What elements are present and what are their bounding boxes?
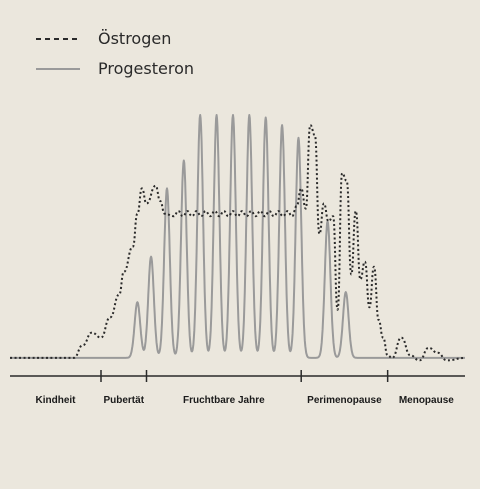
legend-label-oestrogen: Östrogen [98, 29, 171, 48]
tick-label: Kindheit [36, 395, 77, 406]
series-line-progesteron [9, 114, 466, 359]
tick-label: Menopause [399, 395, 454, 406]
tick-label: Perimenopause [307, 395, 382, 406]
tick-label: Pubertät [103, 395, 144, 406]
series-line-oestrogen [10, 124, 466, 362]
phase-labels: Kindheit Pubertät Fruchtbare Jahre Perimeno… [36, 395, 455, 406]
legend: Östrogen Progesteron [36, 29, 194, 78]
legend-label-progesteron: Progesteron [98, 59, 194, 78]
series-layer [9, 114, 466, 362]
tick-label: Fruchtbare Jahre [183, 395, 265, 406]
x-axis [10, 370, 465, 382]
